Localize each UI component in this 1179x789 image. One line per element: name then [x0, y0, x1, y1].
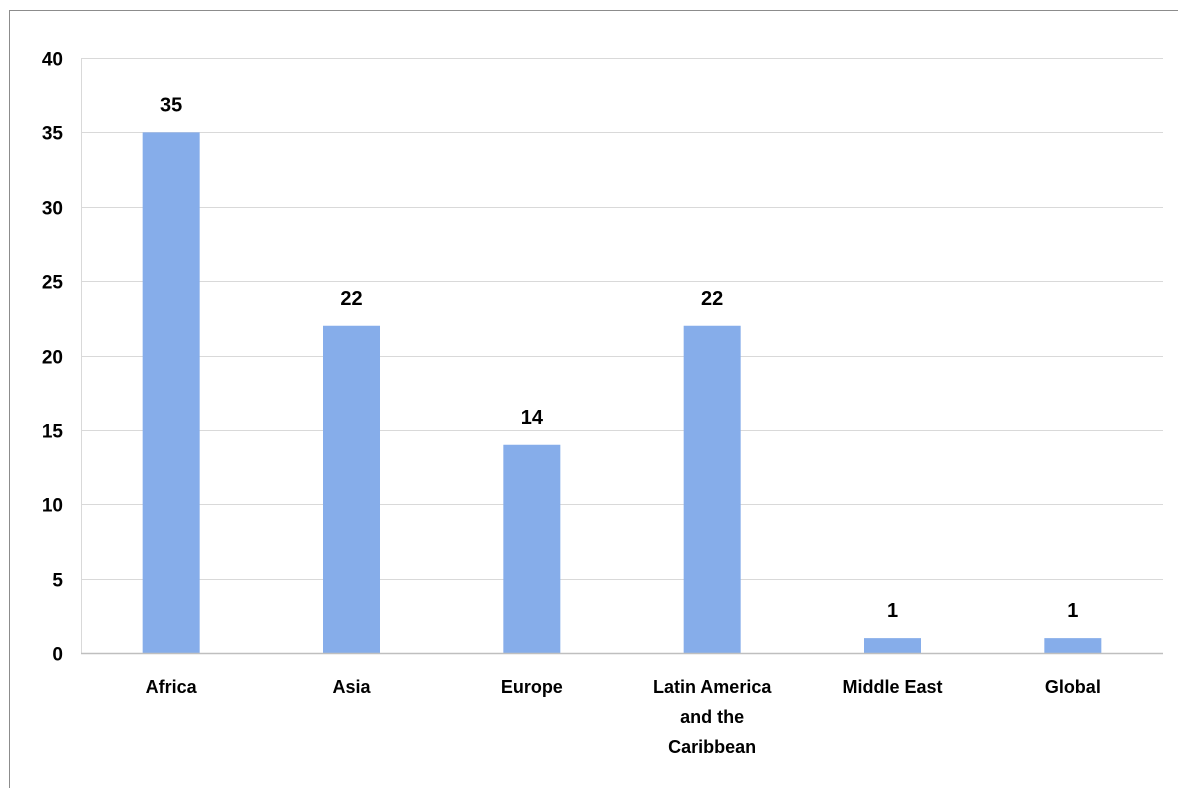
y-tick-label: 0: [52, 645, 63, 666]
bar-chart: 0 5 10 15 20 25 30 35 40 35 22 14 22 1 1 Africa Asia Euro…: [42, 50, 1163, 758]
x-category-label: Middle East: [842, 677, 942, 697]
x-category-label: Africa: [146, 677, 198, 697]
y-tick-label: 20: [42, 348, 63, 369]
y-tick-label: 25: [42, 273, 64, 294]
y-tick-label: 30: [42, 199, 63, 220]
data-label: 14: [521, 407, 544, 429]
bar-asia: [323, 325, 380, 653]
data-label: 1: [887, 600, 898, 622]
y-tick-label: 40: [42, 50, 63, 71]
data-label: 22: [701, 288, 723, 310]
bar-middle-east: [864, 638, 921, 653]
data-label: 1: [1067, 600, 1078, 622]
y-tick-label: 35: [42, 124, 64, 145]
bar-global: [1044, 638, 1102, 653]
y-tick-label: 15: [42, 422, 64, 443]
bar-latin-america-and-the-caribbean: [683, 325, 741, 653]
data-label: 22: [340, 288, 362, 310]
axes: [81, 58, 1163, 655]
x-category-label: Latin America and the Caribbean: [653, 677, 772, 757]
y-tick-label: 5: [52, 571, 63, 592]
x-category-label: Asia: [332, 677, 371, 697]
bar-europe: [503, 444, 561, 653]
x-category-label: Europe: [501, 677, 563, 697]
data-label: 35: [160, 94, 182, 116]
x-category-label: Global: [1045, 677, 1101, 697]
gridlines: [81, 58, 1163, 580]
bar-africa: [142, 132, 200, 653]
y-tick-label: 10: [42, 496, 63, 517]
labels: 0 5 10 15 20 25 30 35 40 35 22 14 22 1 1 Africa Asia Euro…: [42, 50, 1101, 758]
chart-frame: 0 5 10 15 20 25 30 35 40 35 22 14 22 1 1 Africa Asia Euro…: [9, 10, 1178, 788]
bars: [142, 132, 1102, 653]
